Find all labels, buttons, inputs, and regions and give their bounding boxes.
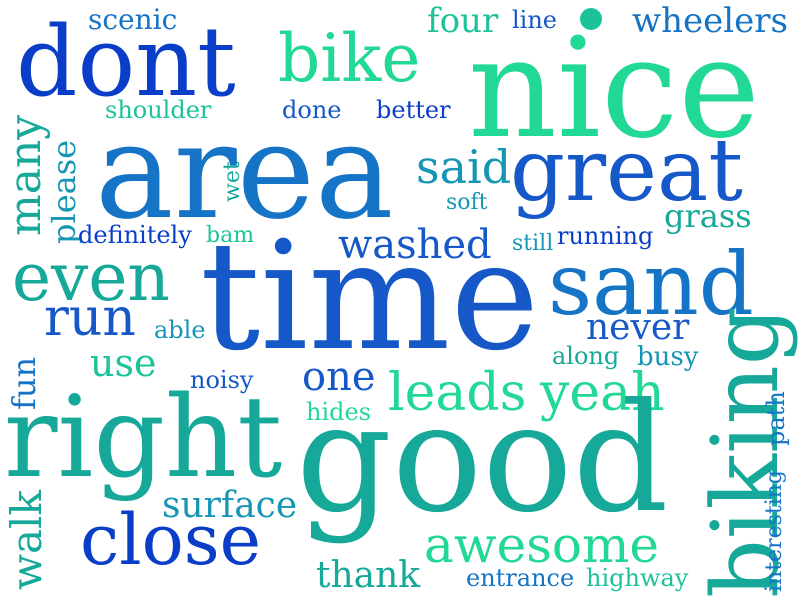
word-better: better	[376, 96, 451, 124]
word-soft: soft	[446, 190, 488, 215]
word-scenic: scenic	[88, 3, 178, 36]
word-wet: wet	[220, 161, 245, 202]
word-run: run	[44, 288, 136, 348]
word-highway: highway	[586, 564, 689, 592]
word-definitely: definitely	[78, 221, 192, 249]
word-running: running	[557, 222, 654, 250]
word-great: great	[510, 121, 743, 221]
word-awesome: awesome	[424, 516, 659, 574]
word-surface: surface	[162, 485, 298, 526]
word-grass: grass	[664, 197, 752, 235]
word-done: done	[282, 96, 342, 124]
word-along: along	[552, 342, 620, 370]
word-washed: washed	[338, 222, 492, 268]
word-yeah: yeah	[540, 363, 665, 423]
word-busy: busy	[637, 342, 699, 372]
word-bam: bam	[206, 223, 255, 248]
word-path: path	[762, 391, 790, 446]
word-walk: walk	[2, 490, 51, 590]
word-able: able	[154, 316, 206, 344]
word-entrance: entrance	[466, 564, 575, 592]
word-still: still	[512, 231, 554, 256]
word-time: time	[200, 210, 540, 384]
word-noisy: noisy	[190, 366, 254, 394]
word-four: four	[427, 1, 499, 41]
word-area: area	[95, 95, 394, 249]
word-close: close	[80, 499, 262, 581]
word-leads: leads	[388, 363, 527, 423]
word-bike: bike	[278, 20, 421, 97]
word-sand: sand	[548, 235, 754, 335]
word-nice: nice	[468, 8, 760, 169]
word-said: said	[416, 140, 512, 194]
word-wheelers: wheelers	[632, 1, 788, 41]
word-thank: thank	[316, 555, 421, 596]
word-line: line	[512, 6, 558, 34]
dot-mark	[580, 8, 602, 30]
word-good: good	[296, 372, 669, 546]
word-right: right	[4, 373, 283, 503]
word-one: one	[302, 354, 376, 400]
word-even: even	[12, 239, 170, 316]
word-shoulder: shoulder	[105, 96, 212, 124]
word-interesting: interesting	[762, 469, 787, 592]
word-many: many	[0, 114, 51, 236]
word-dont: dont	[16, 6, 236, 118]
word-never: never	[586, 307, 690, 348]
word-use: use	[90, 341, 157, 385]
word-hides: hides	[306, 398, 372, 426]
word-please: please	[45, 139, 83, 244]
